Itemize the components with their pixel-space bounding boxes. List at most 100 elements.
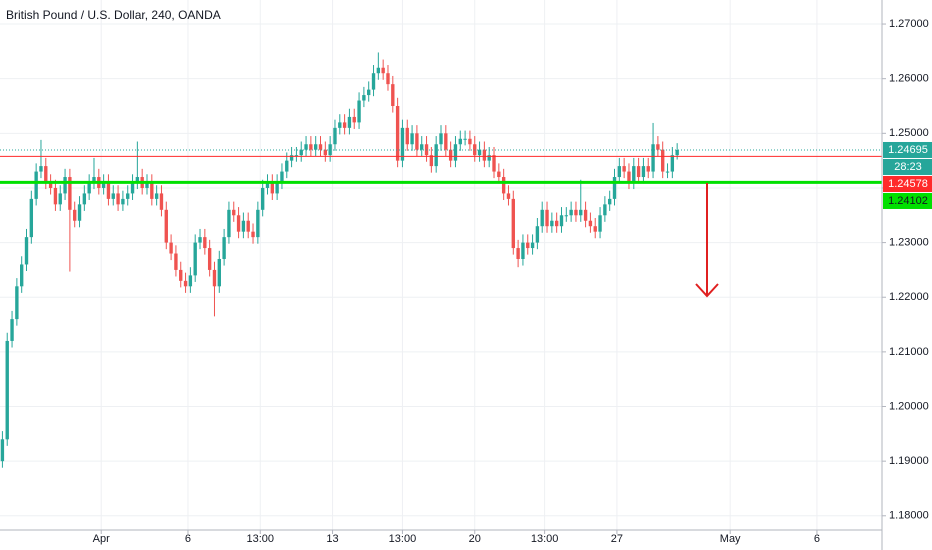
candle-body (646, 166, 650, 172)
candle-body (415, 133, 419, 150)
candle-body (217, 258, 221, 287)
x-tick-label: 6 (185, 533, 191, 545)
candle-body (318, 144, 323, 150)
candle-body (608, 198, 612, 205)
candle-body (540, 209, 544, 227)
candle-body (641, 166, 646, 178)
candle-body (497, 171, 501, 178)
candle-body (627, 171, 631, 183)
candle-body (15, 286, 19, 320)
chart-title: British Pound / U.S. Dollar, 240, OANDA (6, 8, 221, 22)
candle-body (564, 215, 568, 217)
candle-body (583, 209, 588, 221)
candle-body (400, 127, 405, 161)
candle-body (169, 242, 173, 254)
candle-body (48, 182, 53, 188)
candle-body (164, 209, 168, 243)
candle-body (675, 149, 679, 156)
candle-body (150, 182, 154, 199)
candle-body (77, 204, 82, 221)
candle-body (371, 73, 376, 90)
line-price-label: 1.24578 (888, 178, 928, 190)
y-tick-label: 1.22000 (889, 291, 929, 303)
candle-body (24, 237, 29, 265)
candle-body (367, 89, 371, 96)
candle-body (39, 166, 43, 172)
arrow-head (695, 283, 719, 298)
candle-body (342, 122, 347, 128)
candle-body (670, 155, 675, 172)
y-tick-label: 1.18000 (889, 510, 929, 522)
candle-body (477, 149, 482, 156)
candle-body (174, 253, 178, 270)
candle-body (92, 177, 96, 183)
candle-body (535, 226, 540, 243)
candle-body (236, 215, 241, 232)
y-tick-label: 1.25000 (889, 127, 929, 139)
candle-body (289, 155, 294, 161)
candle-body (448, 149, 453, 161)
x-tick-label: 27 (611, 533, 623, 545)
y-tick-label: 1.27000 (889, 18, 929, 30)
candle-body (299, 149, 303, 156)
candle-body (82, 193, 87, 205)
candle-body (198, 237, 202, 243)
last-price-label: 1.24695 (888, 144, 928, 156)
arrow (695, 183, 719, 298)
candle-body (227, 209, 231, 238)
candle-body (598, 215, 602, 232)
candle-body (29, 198, 34, 238)
x-tick-label: 6 (814, 533, 820, 545)
candle-body (212, 269, 217, 287)
countdown-label: 28:23 (894, 161, 922, 173)
candle-body (44, 166, 48, 183)
line-price-label-box (883, 192, 932, 209)
candle-body (482, 149, 487, 161)
candle-body (521, 242, 525, 259)
candle-body (53, 187, 58, 205)
candle-body (20, 264, 24, 287)
candle-body (492, 155, 496, 172)
grid (0, 0, 882, 530)
candle-body (453, 144, 458, 161)
candle-body (314, 144, 318, 150)
candle-body (203, 237, 207, 249)
candle-body (265, 182, 270, 188)
candle-body (559, 215, 564, 227)
y-tick-label: 1.19000 (889, 455, 929, 467)
candle-body (101, 182, 106, 188)
line-price-label-box (883, 175, 932, 192)
candle-body (463, 138, 467, 140)
candle-body (579, 209, 583, 216)
candle-body (285, 160, 289, 172)
candle-body (395, 106, 400, 161)
candle-body (130, 182, 135, 194)
candle-body (434, 144, 438, 167)
candle-body (87, 182, 91, 194)
candle-body (458, 138, 462, 145)
candle-body (506, 193, 511, 199)
candle-body (386, 73, 390, 85)
candle-body (63, 177, 67, 194)
candle-body (111, 193, 115, 199)
x-tick-label: 20 (469, 533, 481, 545)
candle-body (593, 226, 597, 232)
candle-body (179, 269, 183, 281)
candle-body (530, 242, 535, 249)
candle-body (270, 182, 274, 194)
candle-body (188, 275, 193, 287)
candle-body (622, 166, 626, 172)
candle-body (126, 193, 130, 199)
candle-body (338, 122, 342, 128)
y-tick-label: 1.23000 (889, 237, 929, 249)
candle-body (391, 84, 395, 106)
candle-body (444, 133, 448, 150)
candle-body (501, 177, 506, 194)
x-tick-label: May (720, 533, 741, 545)
plot (0, 52, 882, 468)
candle-body (207, 248, 212, 270)
candle-body (362, 95, 366, 101)
candle-body (376, 67, 381, 74)
countdown-label-box (883, 158, 932, 175)
